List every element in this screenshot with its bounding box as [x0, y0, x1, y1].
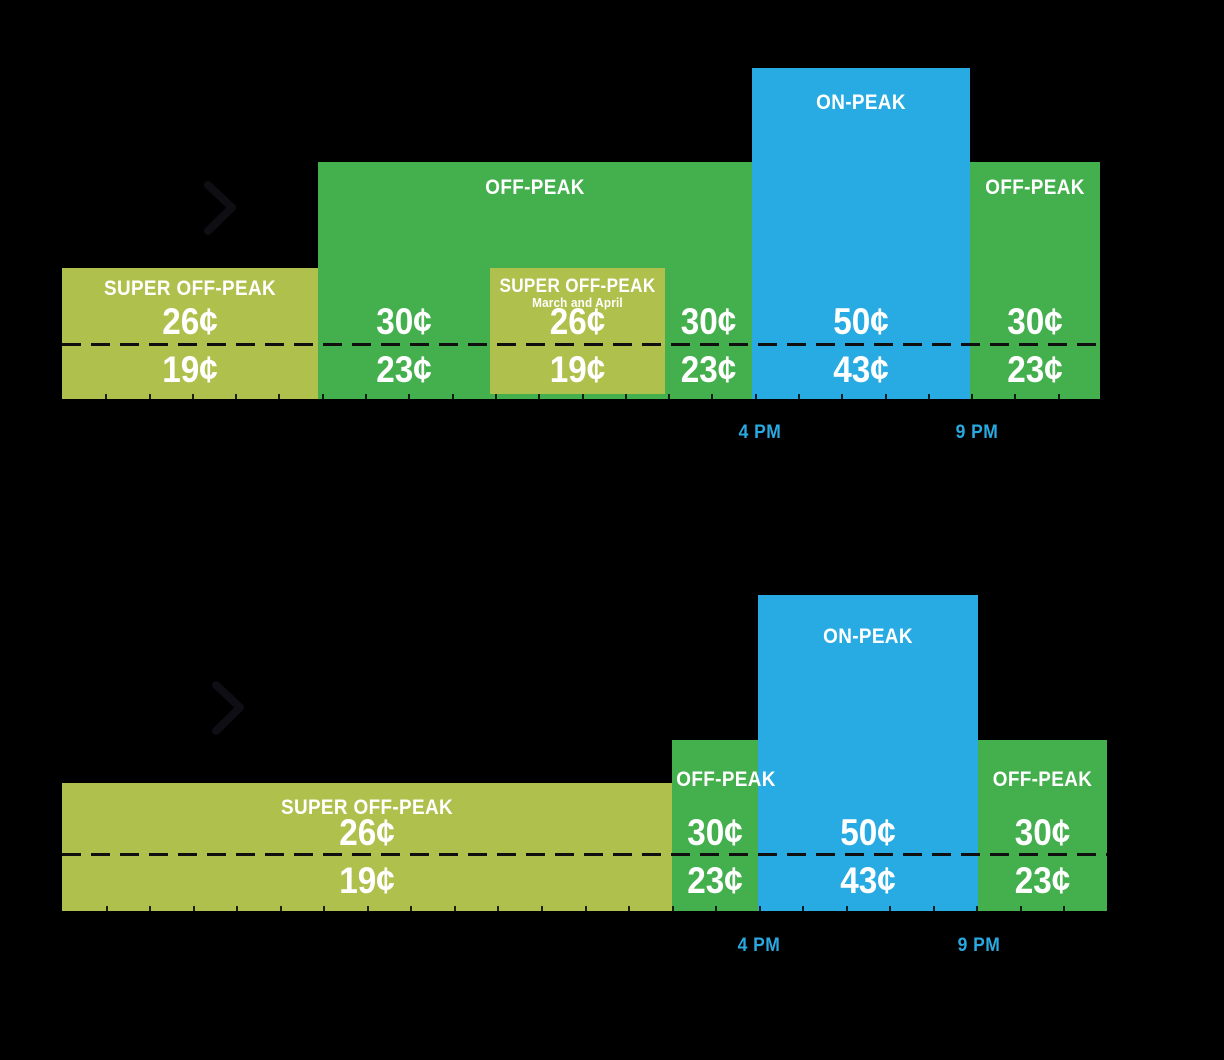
- bar-on-peak: [758, 595, 978, 911]
- segment-label: OFF-PEAK: [985, 176, 1085, 199]
- rate-lower: 23¢: [680, 349, 737, 390]
- rate-lower: 19¢: [339, 860, 395, 901]
- rate-upper: 26¢: [339, 812, 395, 853]
- rate-upper: 30¢: [680, 301, 737, 342]
- rate-divider-dashed-line: [62, 853, 1107, 856]
- bar-super-off-peak: [62, 268, 318, 399]
- rate-upper: 30¢: [1014, 812, 1071, 853]
- time-marker-9pm: 9 PM: [957, 935, 1001, 956]
- segment-label: SUPER OFF-PEAK: [103, 277, 277, 300]
- rate-upper: 50¢: [840, 812, 896, 853]
- segment-label: SUPER OFF-PEAK: [280, 796, 454, 819]
- rate-upper: 30¢: [687, 812, 743, 853]
- bar-off-peak-afternoon: [672, 740, 758, 911]
- rate-upper: 30¢: [376, 301, 432, 342]
- rate-lower: 19¢: [549, 349, 606, 390]
- rate-lower: 43¢: [833, 349, 889, 390]
- rate-upper: 26¢: [549, 301, 606, 342]
- segment-label: OFF-PEAK: [992, 768, 1093, 791]
- bar-off-peak-evening: [978, 740, 1107, 911]
- segment-label: SUPER OFF-PEAK: [499, 276, 656, 297]
- segment-label: ON-PEAK: [823, 625, 913, 648]
- rate-upper: 30¢: [1007, 301, 1063, 342]
- segment-label: ON-PEAK: [816, 91, 906, 114]
- bar-super-off-peak-march-april: [490, 268, 665, 394]
- bar-off-peak-evening: [970, 162, 1100, 399]
- chevron-right-icon: [204, 181, 236, 235]
- chevron-right-icon: [212, 681, 244, 735]
- time-marker-4pm: 4 PM: [738, 422, 782, 443]
- hour-tick-marks: [62, 394, 1101, 399]
- hour-tick-marks: [62, 906, 1107, 911]
- rate-lower: 23¢: [376, 349, 432, 390]
- time-marker-9pm: 9 PM: [955, 422, 999, 443]
- rate-lower: 19¢: [162, 349, 218, 390]
- rate-lower: 23¢: [1014, 860, 1071, 901]
- rate-divider-dashed-line: [62, 343, 1101, 346]
- segment-sublabel: March and April: [532, 295, 623, 310]
- rate-upper: 26¢: [162, 301, 218, 342]
- time-marker-4pm: 4 PM: [737, 935, 781, 956]
- rate-lower: 43¢: [840, 860, 896, 901]
- segment-label: OFF-PEAK: [676, 768, 776, 791]
- rate-upper: 50¢: [833, 301, 889, 342]
- rate-lower: 23¢: [687, 860, 743, 901]
- segment-label: OFF-PEAK: [485, 176, 585, 199]
- bar-super-off-peak: [62, 783, 672, 911]
- rate-lower: 23¢: [1007, 349, 1063, 390]
